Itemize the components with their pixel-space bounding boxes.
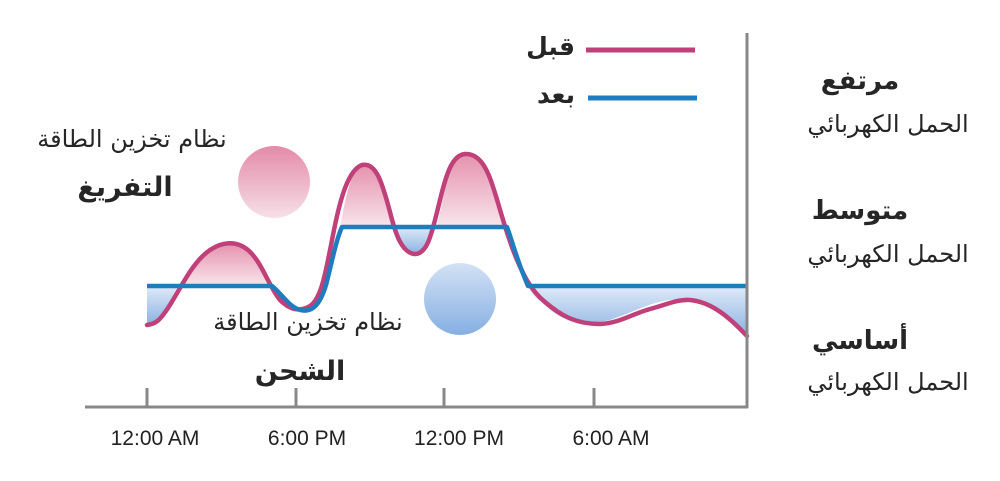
discharge-annotation-line2: التفريغ: [77, 172, 173, 203]
level-high-title: مرتفع: [820, 66, 900, 96]
level-medium-subtitle: الحمل الكهربائي: [807, 240, 969, 268]
x-tick-label: 6:00 PM: [267, 427, 347, 450]
x-tick-label: 6:00 AM: [572, 427, 650, 450]
discharge-circle-icon: [238, 146, 310, 218]
charge-annotation-line2: الشحن: [254, 356, 346, 387]
discharge-annotation-line1: نظام تخزين الطاقة: [37, 125, 227, 153]
series-before-line: [144, 151, 750, 339]
level-medium-title: متوسط: [811, 196, 909, 226]
series-after-line: [147, 224, 747, 313]
x-tick-label: 12:00 AM: [110, 427, 200, 450]
charge-circle-icon: [424, 263, 496, 335]
level-base-subtitle: الحمل الكهربائي: [807, 368, 969, 396]
legend-before-label: قبل: [526, 32, 575, 61]
x-tick-label: 12:00 PM: [414, 427, 504, 450]
legend-after-label: بعد: [537, 80, 575, 109]
level-base-title: أساسي: [811, 326, 909, 356]
level-high-subtitle: الحمل الكهربائي: [807, 110, 969, 138]
charge-annotation-line1: نظام تخزين الطاقة: [213, 308, 403, 336]
